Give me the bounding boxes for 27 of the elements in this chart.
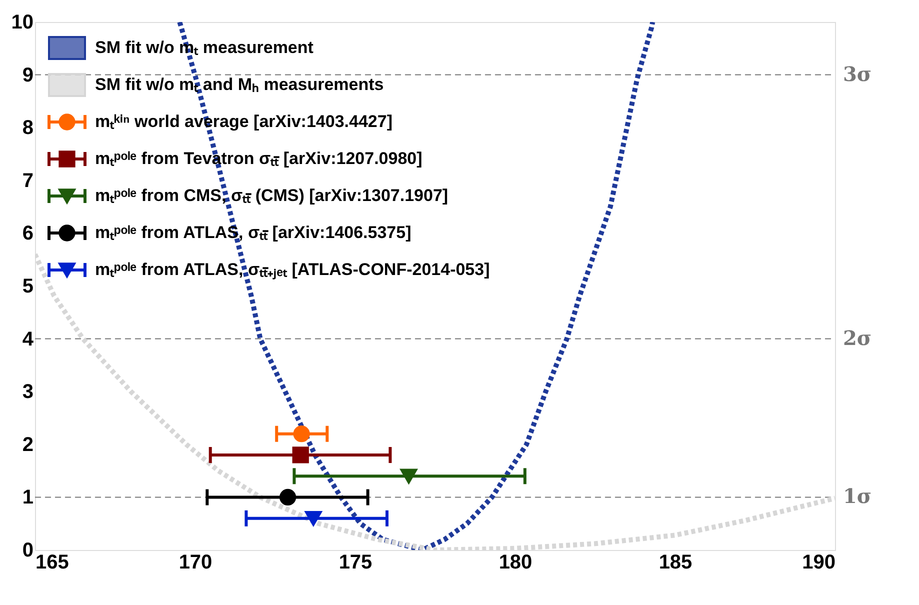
y-tick-label: 7 <box>22 170 34 192</box>
legend-label: mₜᵖᵒˡᵉ from CMS, σₜₜ̄ (CMS) [arXiv:1307.1907] <box>95 186 448 205</box>
ref-line-label: 2σ <box>843 326 872 350</box>
x-tick-label: 175 <box>338 552 372 574</box>
ref-line-label: 1σ <box>843 484 872 508</box>
y-tick-label: 10 <box>11 12 34 34</box>
ref-line-label: 3σ <box>843 62 872 86</box>
x-tick-label: 165 <box>36 552 69 574</box>
legend-label: mₜᵖᵒˡᵉ from ATLAS, σₜₜ̄₊ⱼₑₜ [ATLAS-CONF-2014-053] <box>95 260 490 280</box>
legend-label: SM fit w/o mₜ measurement <box>95 38 314 57</box>
legend-label: mₜᵏⁱⁿ world average [arXiv:1403.4427] <box>95 112 392 131</box>
y-tick-label: 8 <box>22 117 34 140</box>
x-tick-label: 185 <box>658 552 692 574</box>
x-tick-label: 190 <box>802 552 836 574</box>
y-tick-label: 9 <box>22 64 34 86</box>
legend-label: SM fit w/o mₜ and Mₕ measurements <box>95 75 384 94</box>
y-tick-label: 3 <box>22 381 34 404</box>
y-tick-label: 6 <box>22 222 34 245</box>
x-tick-label: 180 <box>498 552 532 574</box>
x-tick-label: 170 <box>178 552 212 574</box>
y-tick-label: 5 <box>22 276 34 298</box>
y-tick-label: 4 <box>22 328 34 350</box>
y-tick-label: 1 <box>22 486 34 509</box>
legend-label: mₜᵖᵒˡᵉ from Tevatron σₜₜ̄ [arXiv:1207.0980] <box>95 149 422 168</box>
y-tick-label: 0 <box>22 540 34 562</box>
y-tick-label: 2 <box>22 434 34 456</box>
legend-label: mₜᵖᵒˡᵉ from ATLAS, σₜₜ̄ [arXiv:1406.5375] <box>95 223 412 242</box>
